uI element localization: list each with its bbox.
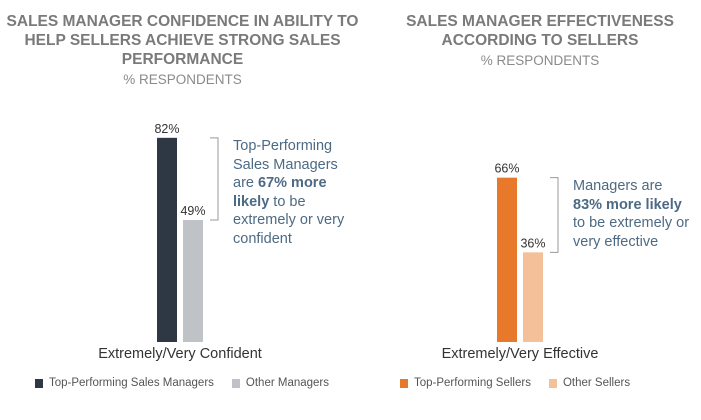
chart1-annotation: Top-Performing Sales Managers are 67% mo…	[233, 138, 345, 247]
bar	[523, 252, 543, 342]
chart1-header: SALES MANAGER CONFIDENCE IN ABILITY TO H…	[0, 12, 365, 88]
chart2-annotation: Managers are 83% more likely to be extre…	[573, 178, 690, 250]
bar-value-label: 49%	[180, 204, 205, 218]
legend-label: Top-Performing Sales Managers	[49, 377, 214, 389]
legend-swatch	[35, 378, 43, 388]
chart2-subtitle: % RESPONDENTS	[480, 53, 600, 68]
legend-label: Other Managers	[245, 377, 330, 389]
bracket	[550, 177, 559, 253]
chart2-header: SALES MANAGER EFFECTIVENESS ACCORDING TO…	[395, 12, 685, 69]
chart1-category-label: Extremely/Very Confident	[98, 346, 262, 362]
bar-value-label: 82%	[154, 122, 179, 136]
legend-label: Top-Performing Sellers	[414, 377, 531, 389]
bar	[183, 219, 203, 342]
chart1-title: SALES MANAGER CONFIDENCE IN ABILITY TO H…	[6, 13, 359, 68]
bar-value-label: 66%	[494, 162, 519, 176]
chart2-category-label: Extremely/Very Effective	[441, 346, 599, 362]
legend-label: Other Sellers	[562, 377, 631, 389]
legend-swatch	[231, 378, 240, 388]
chart2-legend: Top-Performing Sellers Other Sellers	[400, 377, 630, 389]
legend-swatch	[400, 378, 408, 388]
bracket	[210, 137, 219, 221]
chart1-subtitle: % RESPONDENTS	[123, 72, 242, 87]
bar	[497, 177, 517, 342]
bar-value-label: 36%	[520, 236, 545, 250]
legend-swatch	[548, 378, 557, 388]
bar	[157, 137, 177, 342]
chart1-legend: Top-Performing Sales Managers Other Mana…	[35, 377, 329, 389]
chart2-title: SALES MANAGER EFFECTIVENESS ACCORDING TO…	[406, 13, 674, 49]
